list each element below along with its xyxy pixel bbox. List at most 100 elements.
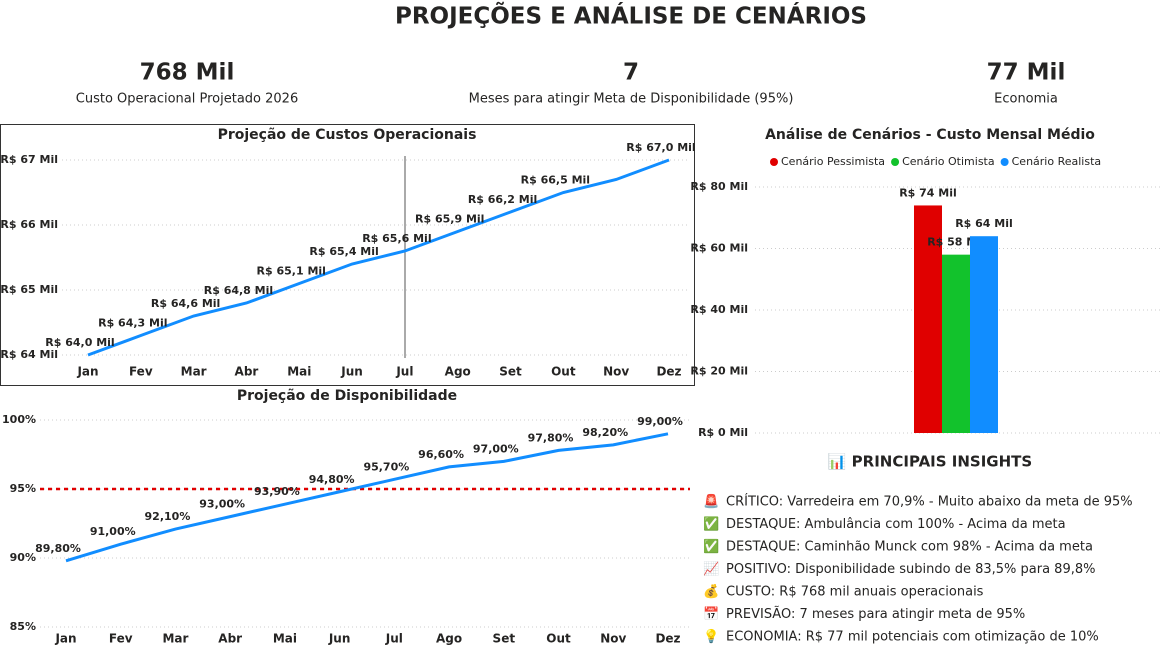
data-label: 89,80% bbox=[35, 542, 81, 555]
data-label: R$ 64,3 Mil bbox=[98, 317, 167, 330]
data-label: R$ 64 Mil bbox=[955, 217, 1013, 230]
x-tick-label: Out bbox=[551, 365, 576, 379]
x-tick-label: Abr bbox=[235, 365, 259, 379]
x-tick-label: Jul bbox=[395, 365, 413, 379]
y-tick-label: R$ 20 Mil bbox=[690, 365, 748, 378]
y-tick-label: R$ 64 Mil bbox=[0, 348, 58, 361]
chart-title: Projeção de Custos Operacionais bbox=[218, 127, 477, 143]
x-tick-label: Nov bbox=[603, 365, 629, 379]
data-label: R$ 64,6 Mil bbox=[151, 297, 220, 310]
chart-frame bbox=[0, 124, 695, 386]
data-label: 97,80% bbox=[528, 431, 574, 444]
data-line bbox=[87, 158, 670, 357]
x-tick-label: Jun bbox=[328, 632, 351, 646]
data-label: 96,60% bbox=[418, 448, 464, 461]
insight-icon: ✅ bbox=[703, 539, 719, 555]
bar bbox=[914, 205, 942, 433]
kpi-label: Custo Operacional Projetado 2026 bbox=[76, 92, 298, 107]
x-tick-label: Mar bbox=[162, 632, 188, 646]
legend-label: Cenário Otimista bbox=[902, 155, 995, 168]
insight-icon: ✅ bbox=[703, 516, 719, 532]
x-tick-label: Dez bbox=[655, 632, 680, 646]
chart-title: Projeção de Disponibilidade bbox=[237, 388, 457, 404]
x-tick-label: Abr bbox=[218, 632, 242, 646]
data-label: 92,10% bbox=[145, 510, 191, 523]
x-tick-label: Fev bbox=[129, 365, 153, 379]
x-tick-label: Set bbox=[499, 365, 522, 379]
data-label: 97,00% bbox=[473, 442, 519, 455]
x-tick-label: Ago bbox=[445, 365, 471, 379]
insight-text: ECONOMIA: R$ 77 mil potenciais com otimi… bbox=[726, 630, 1099, 645]
insight-icon: 📈 bbox=[703, 561, 719, 577]
data-label: R$ 74 Mil bbox=[899, 186, 957, 199]
insight-text: DESTAQUE: Caminhão Munck com 98% - Acima… bbox=[726, 540, 1093, 555]
data-label: R$ 66,2 Mil bbox=[468, 193, 537, 206]
data-line bbox=[65, 432, 669, 563]
data-label: 94,80% bbox=[309, 473, 355, 486]
y-tick-label: R$ 65 Mil bbox=[0, 283, 58, 296]
data-label: 93,90% bbox=[254, 485, 300, 498]
legend-label: Cenário Pessimista bbox=[781, 155, 885, 168]
kpi-value: 768 Mil bbox=[140, 60, 235, 86]
x-tick-label: Jul bbox=[385, 632, 403, 646]
data-label: R$ 64,8 Mil bbox=[204, 284, 273, 297]
data-label: R$ 64,0 Mil bbox=[45, 336, 114, 349]
y-tick-label: R$ 80 Mil bbox=[690, 180, 748, 193]
y-tick-label: 95% bbox=[10, 482, 36, 495]
x-tick-label: Mai bbox=[287, 365, 311, 379]
x-tick-label: Out bbox=[546, 632, 571, 646]
legend-marker bbox=[1000, 158, 1009, 166]
insight-icon: 💡 bbox=[703, 629, 719, 645]
insight-icon: 💰 bbox=[703, 584, 719, 600]
x-tick-label: Mar bbox=[181, 365, 207, 379]
insight-text: PREVISÃO: 7 meses para atingir meta de 9… bbox=[726, 606, 1025, 622]
x-tick-label: Nov bbox=[600, 632, 626, 646]
kpi-value: 7 bbox=[623, 60, 639, 86]
x-tick-label: Jun bbox=[340, 365, 363, 379]
x-tick-label: Ago bbox=[436, 632, 462, 646]
y-tick-label: 85% bbox=[10, 620, 36, 633]
legend-marker bbox=[770, 158, 778, 166]
x-tick-label: Set bbox=[493, 632, 516, 646]
x-tick-label: Jan bbox=[76, 365, 98, 379]
kpi-value: 77 Mil bbox=[987, 60, 1066, 86]
y-tick-label: 100% bbox=[2, 413, 36, 426]
x-tick-label: Mai bbox=[273, 632, 297, 646]
data-label: 93,00% bbox=[199, 498, 245, 511]
y-tick-label: 90% bbox=[10, 551, 36, 564]
legend-marker bbox=[891, 158, 900, 166]
insight-text: DESTAQUE: Ambulância com 100% - Acima da… bbox=[726, 517, 1066, 532]
y-tick-label: R$ 40 Mil bbox=[690, 303, 748, 316]
insight-text: POSITIVO: Disponibilidade subindo de 83,… bbox=[726, 562, 1095, 577]
bar bbox=[970, 236, 998, 433]
insight-text: CUSTO: R$ 768 mil anuais operacionais bbox=[726, 585, 984, 600]
chart-title: Análise de Cenários - Custo Mensal Médio bbox=[765, 127, 1095, 143]
x-tick-label: Fev bbox=[109, 632, 133, 646]
data-label: R$ 67,0 Mil bbox=[626, 141, 695, 154]
y-tick-label: R$ 67 Mil bbox=[0, 153, 58, 166]
data-label: R$ 65,4 Mil bbox=[309, 245, 378, 258]
kpi-label: Meses para atingir Meta de Disponibilida… bbox=[469, 92, 794, 107]
data-label: R$ 65,9 Mil bbox=[415, 213, 484, 226]
data-label: R$ 66,5 Mil bbox=[521, 174, 590, 187]
insight-icon: 🚨 bbox=[703, 494, 719, 510]
data-label: 95,70% bbox=[363, 460, 409, 473]
x-tick-label: Dez bbox=[656, 365, 681, 379]
page-title: PROJEÇÕES E ANÁLISE DE CENÁRIOS bbox=[395, 2, 867, 30]
y-tick-label: R$ 66 Mil bbox=[0, 218, 58, 231]
data-label: R$ 65,1 Mil bbox=[257, 265, 326, 278]
data-label: 99,00% bbox=[637, 415, 683, 428]
data-label: 98,20% bbox=[582, 426, 628, 439]
insight-text: CRÍTICO: Varredeira em 70,9% - Muito aba… bbox=[726, 494, 1133, 510]
legend-label: Cenário Realista bbox=[1012, 155, 1102, 168]
data-label: 91,00% bbox=[90, 525, 136, 538]
kpi-label: Economia bbox=[994, 92, 1058, 107]
insight-icon: 📅 bbox=[703, 606, 719, 622]
y-tick-label: R$ 60 Mil bbox=[690, 242, 748, 255]
data-label: R$ 65,6 Mil bbox=[362, 232, 431, 245]
x-tick-label: Jan bbox=[54, 632, 76, 646]
y-tick-label: R$ 0 Mil bbox=[698, 426, 748, 439]
bar bbox=[942, 254, 970, 433]
insights-title: 📊 PRINCIPAIS INSIGHTS bbox=[828, 453, 1032, 471]
